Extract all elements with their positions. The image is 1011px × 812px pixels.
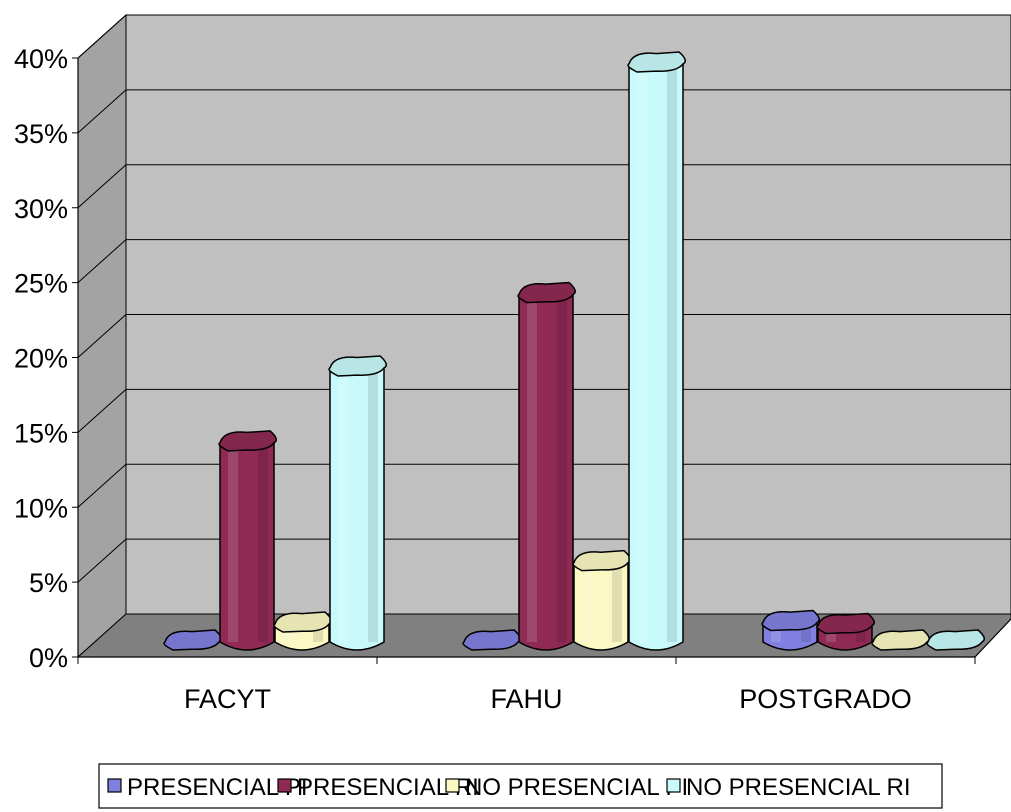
legend-box (98, 763, 943, 809)
category-label: FAHU (490, 684, 562, 714)
gridlines (77, 14, 1011, 583)
gridline (77, 463, 1011, 508)
gridline (77, 164, 1011, 209)
legend-entry: NO PRESENCIAL PI (445, 774, 688, 801)
gridline (77, 14, 1011, 59)
y-tick-label: 30% (14, 194, 68, 224)
bar (163, 629, 222, 651)
y-tick-label: 0% (29, 643, 68, 673)
y-tick-label: 25% (14, 269, 68, 299)
bar (218, 430, 277, 651)
y-tick-label: 20% (14, 344, 68, 374)
bar (273, 611, 332, 651)
y-tick-label: 40% (14, 44, 68, 74)
category-label: FACYT (184, 684, 271, 714)
bars (163, 51, 985, 651)
bar (816, 612, 875, 651)
bar (572, 549, 631, 651)
legend-swatch (666, 778, 681, 793)
category-label: POSTGRADO (739, 684, 912, 714)
legend-swatch (445, 778, 460, 793)
y-tick-label: 10% (14, 493, 68, 523)
y-tick-label: 35% (14, 119, 68, 149)
legend-swatch (277, 778, 292, 793)
bar (462, 629, 521, 651)
gridline (77, 314, 1011, 358)
gridline (77, 89, 1011, 134)
y-axis: 0% 5% 10% 15% 20% 25% 30% 35% 40% (14, 44, 79, 673)
bar (627, 51, 686, 651)
gridline (77, 239, 1011, 283)
gridline (77, 538, 1011, 583)
legend-label: NO PRESENCIAL RI (686, 774, 911, 801)
y-tick-label: 15% (14, 418, 68, 448)
y-tick-label: 5% (29, 568, 68, 598)
legend-swatch (107, 778, 122, 793)
bar (926, 629, 985, 651)
legend-entry: NO PRESENCIAL RI (666, 774, 911, 801)
bar (328, 355, 387, 651)
gridline (77, 388, 1011, 433)
floor-edge (974, 618, 1011, 658)
bar (517, 281, 576, 651)
x-axis: FACYT FAHU POSTGRADO (77, 618, 1011, 714)
legend-label: NO PRESENCIAL PI (465, 774, 688, 801)
bar (871, 629, 930, 651)
bar (761, 609, 820, 651)
